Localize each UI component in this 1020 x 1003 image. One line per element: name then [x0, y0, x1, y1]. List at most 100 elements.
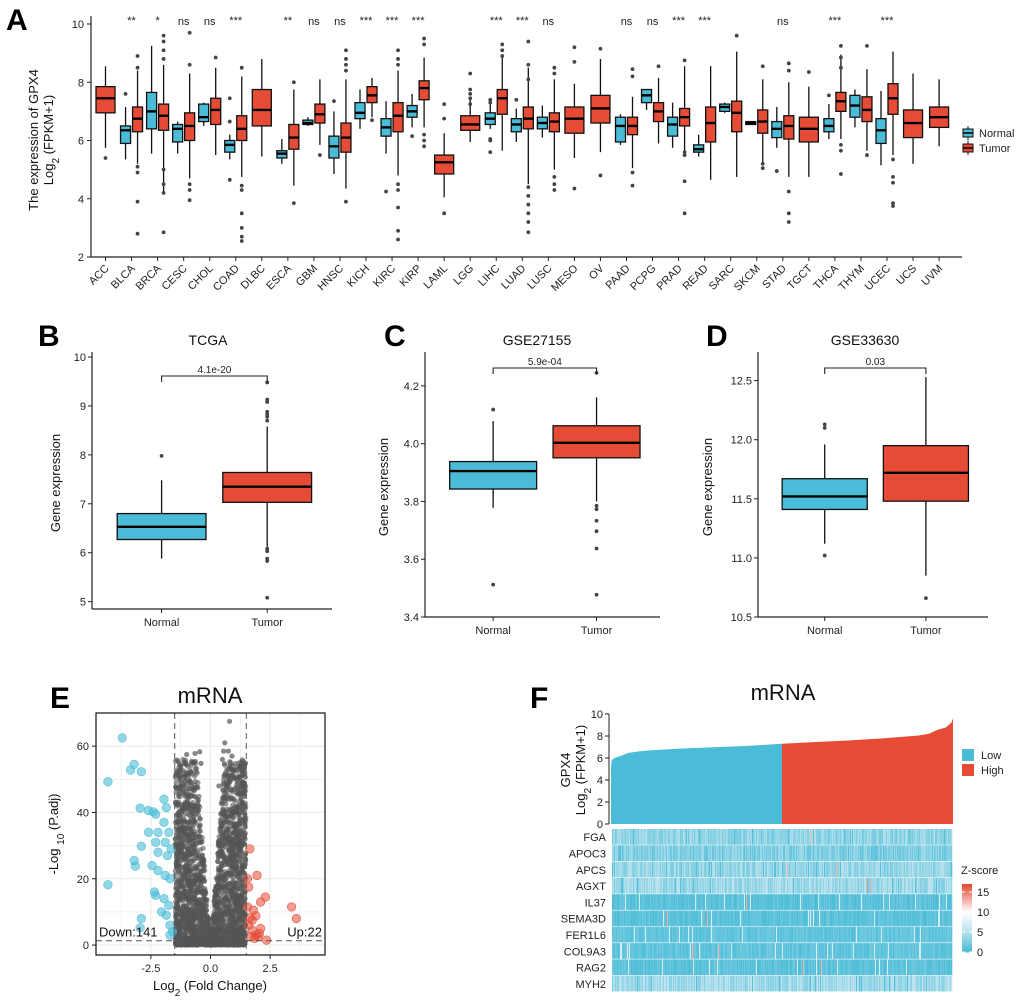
ns-point — [173, 784, 179, 791]
ns-point — [232, 899, 238, 906]
down-point — [159, 817, 169, 827]
ns-point — [192, 766, 198, 772]
box-iqr — [731, 100, 743, 133]
y-tick-label: 2 — [78, 252, 84, 264]
outlier-point — [161, 33, 166, 38]
ns-point — [187, 825, 193, 831]
pvalue-bracket — [492, 367, 598, 374]
ns-point — [185, 923, 191, 929]
box-tumor-dlbc — [251, 58, 272, 157]
box-normal-skcm — [745, 120, 757, 126]
ns-point — [230, 918, 237, 924]
ns-point — [184, 751, 190, 758]
outlier-point — [488, 138, 493, 143]
pvalue-label: 4.1e-20 — [197, 365, 231, 376]
ns-point — [209, 921, 215, 927]
ns-point — [196, 828, 202, 834]
x-tick-label-tumor: Tumor — [252, 617, 284, 629]
box-tumor-thca — [835, 43, 847, 176]
outlier-point — [422, 36, 426, 41]
outlier-point — [396, 62, 400, 67]
y-tick-label: 10 — [74, 352, 86, 364]
ns-point — [176, 869, 182, 875]
box-normal-sarc — [719, 102, 731, 113]
y-tick-label: 9 — [80, 401, 86, 413]
ns-point — [216, 886, 222, 893]
panel-letter-b: B — [38, 320, 60, 353]
outlier-point — [135, 170, 140, 175]
ns-point — [221, 862, 227, 868]
up-count-label: Up:22 — [287, 925, 322, 940]
box-normal-prad — [666, 102, 679, 148]
outlier-point — [161, 48, 166, 53]
box-iqr — [418, 80, 430, 101]
ns-point — [186, 837, 192, 843]
y-tick-label: 20 — [77, 874, 89, 886]
down-point — [162, 850, 173, 861]
box-iqr — [157, 103, 170, 131]
outlier-point — [468, 71, 473, 76]
outlier-point — [135, 65, 140, 70]
y-tick-label: 8 — [80, 450, 86, 462]
outlier-point — [822, 426, 827, 430]
box-tumor — [882, 377, 970, 600]
box-tumor-acc — [95, 66, 116, 160]
panel-letter-f: F — [530, 682, 548, 715]
y-tick-label: 10.5 — [731, 612, 752, 624]
ns-point — [201, 891, 207, 898]
ns-point — [241, 942, 247, 948]
outlier-point — [839, 172, 843, 176]
significance-label: *** — [360, 15, 374, 27]
y-tick-label: 8 — [78, 77, 84, 89]
significance-label: *** — [881, 15, 895, 27]
x-tick-label-lihc: LIHC — [476, 263, 502, 289]
outlier-point — [161, 230, 166, 235]
outlier-point — [239, 183, 244, 188]
outlier-point — [827, 93, 831, 98]
y-tick-label: 40 — [77, 807, 89, 819]
box-tumor-chol — [210, 55, 222, 156]
ns-point — [200, 922, 206, 928]
ns-point — [188, 830, 194, 837]
ns-point — [174, 863, 181, 869]
outlier-point — [594, 592, 599, 597]
outlier-point — [774, 169, 779, 173]
ns-point — [216, 783, 222, 789]
outlier-point — [526, 220, 531, 224]
down-point — [125, 765, 136, 775]
ns-point — [237, 790, 243, 796]
box-normal-luad — [510, 97, 522, 142]
y-tick-label: 11.0 — [731, 553, 752, 565]
ns-point — [189, 900, 195, 906]
ns-point — [212, 914, 218, 920]
ns-point — [242, 836, 248, 842]
box-tumor-sarc — [731, 33, 743, 177]
ns-point — [239, 757, 245, 763]
y-axis-label-line2: Log2 (FPKM+1) — [41, 95, 62, 185]
legend-item-low: Low — [962, 749, 1001, 762]
x-tick-label-luad: LUAD — [499, 263, 528, 292]
x-tick-label-meso: MESO — [549, 262, 581, 294]
heatmap-row-agxt — [612, 877, 953, 894]
outlier-point — [822, 553, 827, 558]
significance-label: *** — [698, 15, 712, 27]
y-tick-label: 12.0 — [731, 435, 752, 447]
outlier-point — [839, 142, 843, 147]
ns-point — [194, 770, 200, 776]
down-point — [161, 802, 171, 813]
ns-point — [236, 812, 242, 818]
outlier-point — [135, 164, 140, 169]
box-iqr — [119, 125, 132, 145]
ns-point — [188, 809, 195, 816]
outlier-point — [526, 211, 531, 216]
x-tick-label-normal: Normal — [144, 617, 179, 629]
outlier-point — [396, 188, 400, 192]
ns-point — [180, 838, 187, 844]
ns-point — [228, 760, 234, 766]
box-tumor-kirp — [418, 36, 430, 149]
outlier-point — [500, 48, 505, 53]
box-iqr — [210, 97, 222, 126]
outlier-point — [598, 173, 603, 178]
box-normal-blca — [119, 92, 132, 160]
